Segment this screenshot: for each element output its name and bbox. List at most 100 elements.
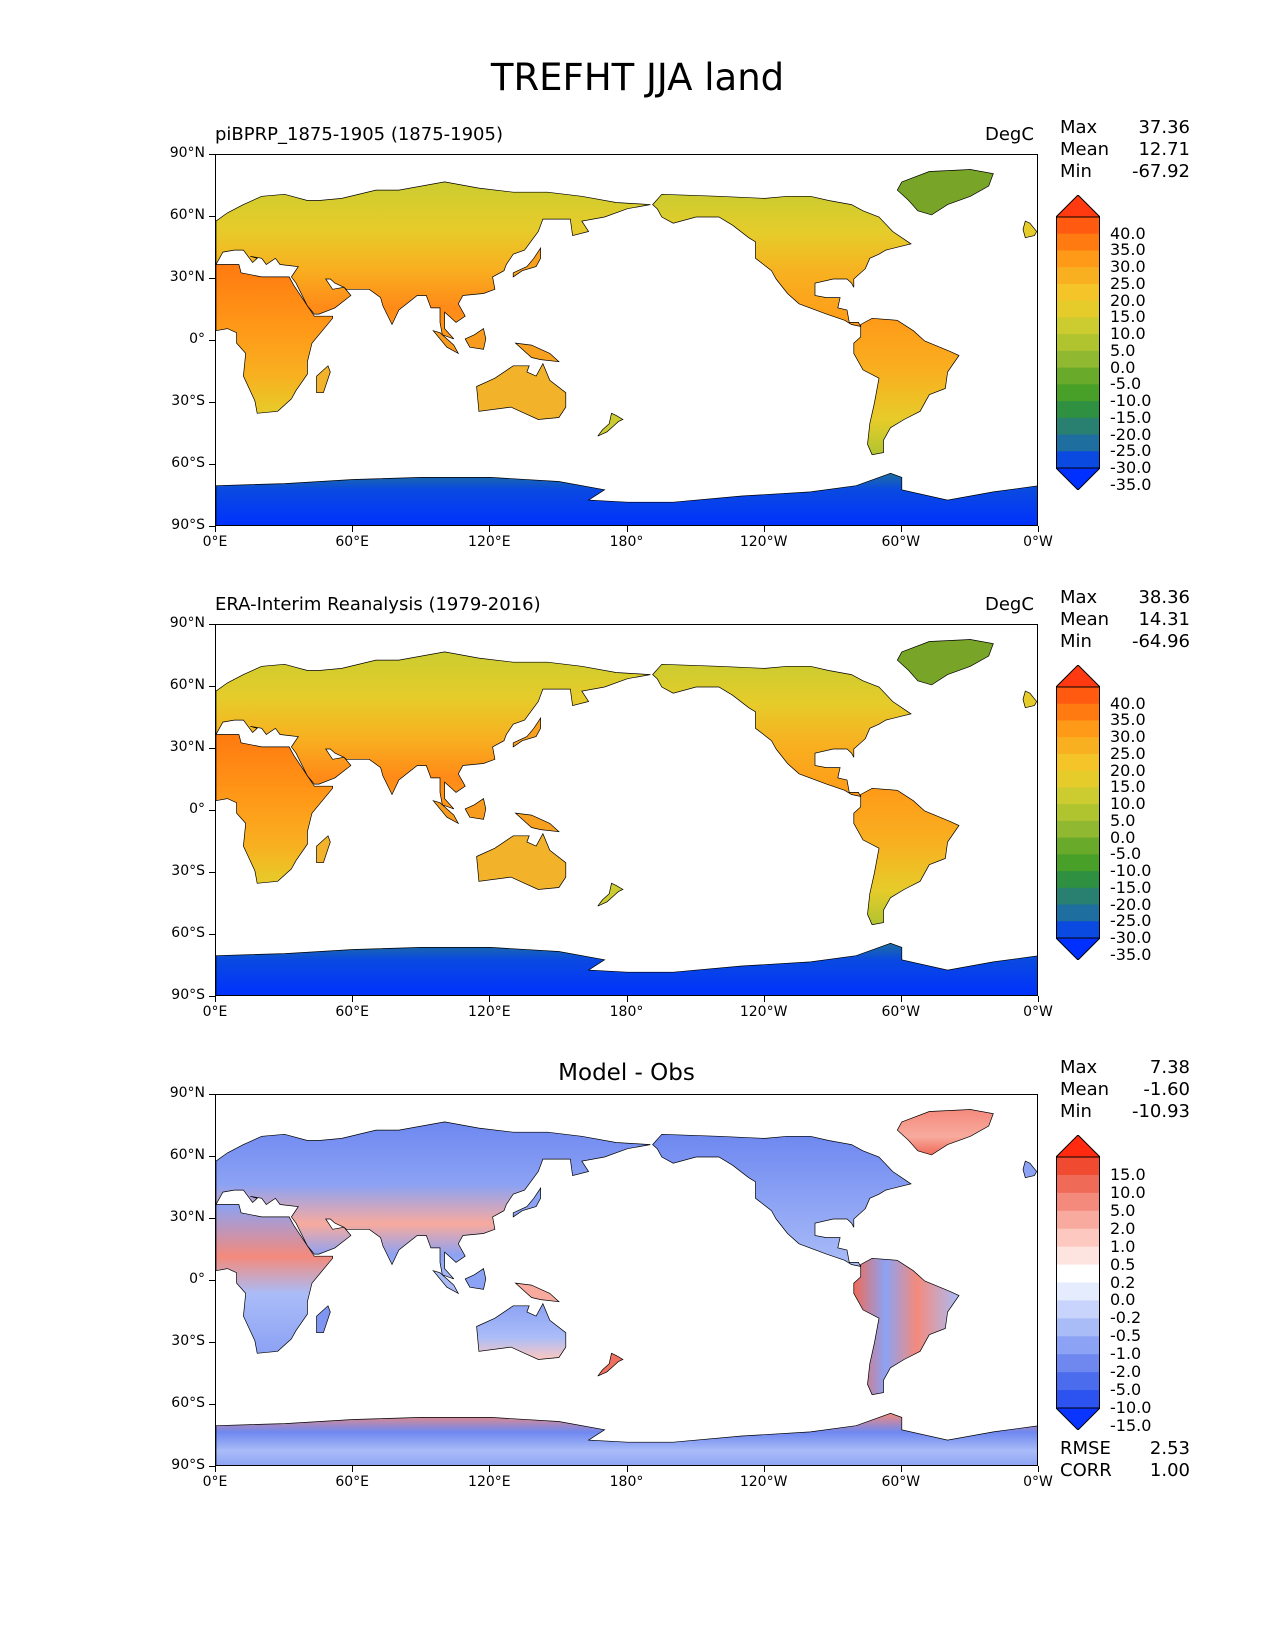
lon-tick-label: 60°E [335,1474,369,1490]
colorbar-segment [1056,1210,1100,1230]
error-stats-block: RMSE 2.53 CORR 1.00 [1060,1438,1190,1482]
colorbar-segment [1056,350,1100,369]
colorbar-tick-label: 35.0 [1110,710,1146,730]
colorbar-segment [1056,384,1100,402]
stat-value: 1.00 [1149,1460,1190,1481]
lat-tick [209,1466,215,1467]
lon-tick [1038,1466,1039,1472]
lat-tick-label: 90°N [169,145,205,161]
newguinea-landmass [514,1282,560,1303]
colorbar-segment [1056,871,1100,889]
colorbar-tick-label: -15.0 [1110,1415,1152,1435]
lon-tick-label: 180° [609,1474,644,1490]
colorbar-segment [1056,451,1100,469]
colorbar-segment [1056,417,1100,436]
lon-tick [763,996,765,1002]
lat-tick [209,526,215,527]
stat-row: Mean -1.60 [1060,1079,1190,1101]
stat-row: CORR 1.00 [1060,1460,1190,1482]
colorbar-tick-label: 5.0 [1110,340,1136,360]
lat-tick-label: 0° [189,331,205,347]
figure-title: TREFHT JJA land [490,56,785,99]
lat-tick [209,278,215,279]
stat-row: Mean 14.31 [1060,609,1190,631]
colorbar-segment [1056,401,1100,419]
colorbar-tick-label: 5.0 [1110,1200,1136,1220]
stat-row: Max 38.36 [1060,587,1190,609]
lat-tick [209,1218,215,1219]
colorbar-segment [1056,720,1100,738]
colorbar-segment [1056,820,1100,839]
japan-landmass [512,1186,541,1218]
colorbar-tick-label: -5.0 [1110,1380,1142,1400]
colorbar-tick-label: 20.0 [1110,290,1146,310]
antarctic-landmass [216,1412,1037,1465]
world-map [215,624,1038,996]
lon-tick-label: 120°W [739,1004,788,1020]
colorbar-tick-label: 10.0 [1110,324,1146,344]
lat-tick-label: 90°N [169,1085,205,1101]
lon-tick-label: 0°W [1023,1474,1053,1490]
stat-value: 7.38 [1149,1057,1190,1078]
lat-tick-label: 60°N [169,1147,205,1163]
colorbar-segment [1056,1246,1100,1266]
eurasia-landmass [216,1121,651,1280]
namerica-landmass [652,663,912,798]
colorbar-segment [1056,887,1100,906]
stat-value: -1.60 [1143,1079,1190,1100]
eurasia-landmass [216,181,651,340]
lon-tick-label: 60°W [881,534,921,550]
colorbar-segment [1056,1282,1100,1301]
lat-tick [209,996,215,997]
colorbar-tick-label: 10.0 [1110,794,1146,814]
lon-tick [763,1466,765,1472]
lat-tick-label: 0° [189,1271,205,1287]
panel-units-label: DegC [985,594,1034,615]
stats-block: Max 38.36 Mean 14.31 Min -64.96 [1060,587,1190,653]
colorbar-segment [1056,904,1100,922]
stat-row: Min -67.92 [1060,161,1190,183]
greenland-landmass [896,169,994,216]
colorbar-segment [1056,283,1100,302]
colorbar-segment [1056,1174,1100,1194]
stat-key: Min [1060,1101,1092,1122]
stat-key: CORR [1060,1460,1112,1481]
lon-tick [1038,526,1039,532]
lon-tick [900,996,902,1002]
stat-row: Max 7.38 [1060,1057,1190,1079]
lat-tick [209,464,215,465]
colorbar-segment [1056,1228,1100,1248]
lat-tick [209,154,215,155]
sumatra-landmass [432,1270,460,1295]
lat-tick [209,810,215,811]
namerica-landmass [652,193,912,328]
lon-tick-label: 60°E [335,534,369,550]
colorbar-segment [1056,687,1100,705]
colorbar-tick-label: 0.5 [1110,1254,1136,1274]
colorbar-tick-label: 15.0 [1110,777,1146,797]
lon-tick-label: 60°W [881,1004,921,1020]
colorbar-tick-label: -2.0 [1110,1362,1142,1382]
colorbar-tick-label: 20.0 [1110,760,1146,780]
colorbar-tick-label: -20.0 [1110,424,1152,444]
colorbar-segment [1056,1336,1100,1355]
colorbar-tick-label: 35.0 [1110,240,1146,260]
colorbar-tick-label: 0.0 [1110,1290,1136,1310]
sumatra-landmass [432,800,460,825]
colorbar-tick-label: 1.0 [1110,1236,1136,1256]
antarctic-landmass [216,942,1037,995]
lat-tick [209,624,215,625]
lat-tick-label: 60°N [169,677,205,693]
colorbar-tick-label: -30.0 [1110,928,1152,947]
colorbar-tick-label: -10.0 [1110,1398,1152,1417]
lon-tick-label: 120°E [468,534,511,550]
colorbar-segment [1056,921,1100,939]
nz-landmass [597,882,624,907]
greenland-landmass [896,1109,994,1156]
lat-tick-label: 30°N [169,739,205,755]
colorbar-tick-label: 30.0 [1110,727,1146,747]
colorbar-segment [1056,1372,1100,1391]
colorbar-segment [1056,1318,1100,1337]
britain-landmass [1022,1160,1037,1179]
australia-landmass [476,1302,567,1360]
